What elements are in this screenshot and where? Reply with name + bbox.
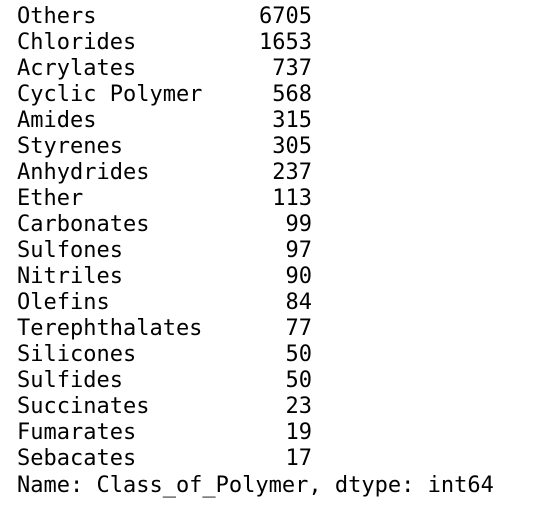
row-label: Succinates: [17, 394, 150, 419]
row-count: 737: [272, 56, 312, 81]
series-row: Cyclic Polymer 568: [17, 82, 312, 108]
series-row: Sulfides 50: [17, 368, 312, 394]
row-label: Sulfones: [17, 238, 123, 263]
row-count: 315: [272, 108, 312, 133]
row-count: 23: [285, 394, 313, 419]
series-row: Silicones 50: [17, 342, 312, 368]
row-label: Styrenes: [17, 134, 123, 159]
series-row: Amides 315: [17, 108, 312, 134]
row-label: Fumarates: [17, 420, 137, 445]
row-label: Amides: [17, 108, 97, 133]
row-count: 6705: [259, 4, 312, 29]
row-count: 97: [285, 238, 313, 263]
series-row: Anhydrides 237: [17, 160, 312, 186]
row-count: 19: [285, 420, 313, 445]
series-row: Acrylates 737: [17, 56, 312, 82]
row-label: Chlorides: [17, 30, 137, 55]
row-count: 568: [272, 82, 312, 107]
row-label: Anhydrides: [17, 160, 150, 185]
series-row: Succinates 23: [17, 394, 312, 420]
row-label: Terephthalates: [17, 316, 203, 341]
row-count: 113: [272, 186, 312, 211]
row-label: Carbonates: [17, 212, 150, 237]
series-row: Ether 113: [17, 186, 312, 212]
row-label: Nitriles: [17, 264, 123, 289]
series-row: Chlorides 1653: [17, 30, 312, 56]
row-count: 237: [272, 160, 312, 185]
row-count: 77: [285, 316, 313, 341]
series-row: Sulfones 97: [17, 238, 312, 264]
series-row: Others 6705: [17, 4, 312, 30]
row-count: 305: [272, 134, 312, 159]
series-row: Terephthalates 77: [17, 316, 312, 342]
series-footer: Name: Class_of_Polymer, dtype: int64: [17, 473, 494, 498]
row-label: Sebacates: [17, 446, 137, 471]
row-count: 50: [285, 342, 313, 367]
row-label: Olefins: [17, 290, 110, 315]
row-count: 50: [285, 368, 313, 393]
row-label: Ether: [17, 186, 84, 211]
row-label: Acrylates: [17, 56, 137, 81]
series-row: Carbonates 99: [17, 212, 312, 238]
series-row: Nitriles 90: [17, 264, 312, 290]
row-label: Cyclic Polymer: [17, 82, 203, 107]
row-count: 17: [285, 446, 313, 471]
row-label: Silicones: [17, 342, 137, 367]
series-row: Fumarates 19: [17, 420, 312, 446]
series-row: Sebacates 17: [17, 446, 312, 472]
row-count: 90: [285, 264, 313, 289]
row-count: 1653: [259, 30, 312, 55]
row-count: 99: [285, 212, 313, 237]
series-row: Styrenes 305: [17, 134, 312, 160]
row-label: Sulfides: [17, 368, 123, 393]
row-count: 84: [285, 290, 313, 315]
row-label: Others: [17, 4, 97, 29]
series-row: Olefins 84: [17, 290, 312, 316]
